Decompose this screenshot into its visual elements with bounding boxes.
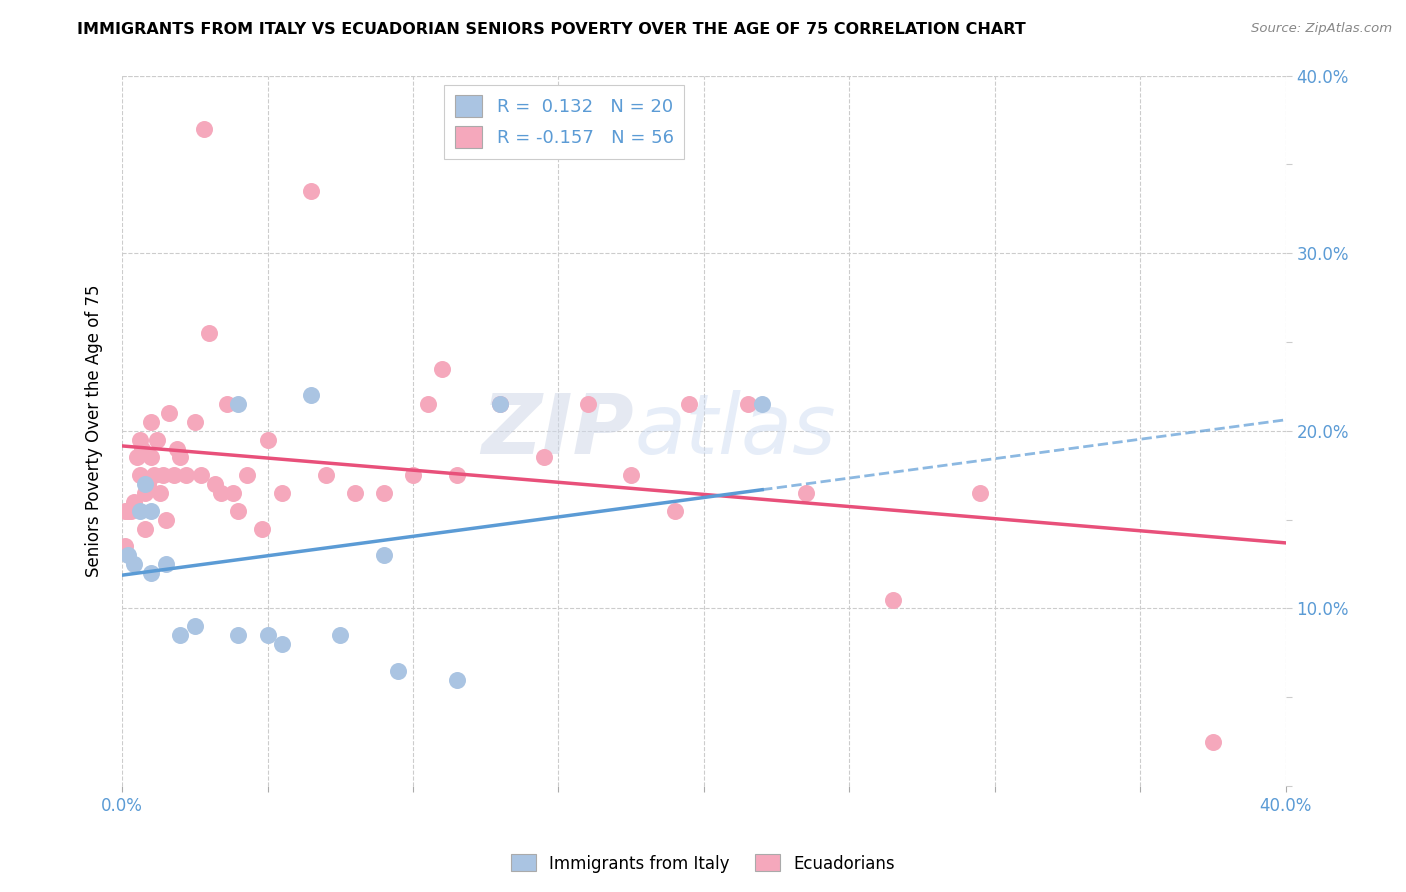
Point bbox=[533, 450, 555, 465]
Point bbox=[141, 566, 163, 580]
Point bbox=[146, 433, 169, 447]
Text: IMMIGRANTS FROM ITALY VS ECUADORIAN SENIORS POVERTY OVER THE AGE OF 75 CORRELATI: IMMIGRANTS FROM ITALY VS ECUADORIAN SENI… bbox=[77, 22, 1026, 37]
Point bbox=[141, 504, 163, 518]
Point bbox=[169, 628, 191, 642]
Point bbox=[155, 557, 177, 571]
Point bbox=[134, 522, 156, 536]
Point bbox=[166, 442, 188, 456]
Point bbox=[120, 504, 142, 518]
Point bbox=[228, 628, 250, 642]
Point bbox=[128, 504, 150, 518]
Legend: Immigrants from Italy, Ecuadorians: Immigrants from Italy, Ecuadorians bbox=[505, 847, 901, 880]
Point bbox=[198, 326, 221, 340]
Point bbox=[737, 397, 759, 411]
Point bbox=[209, 486, 232, 500]
Point bbox=[299, 184, 322, 198]
Point bbox=[882, 592, 904, 607]
Point bbox=[430, 361, 453, 376]
Point bbox=[157, 406, 180, 420]
Point bbox=[373, 548, 395, 562]
Point bbox=[794, 486, 817, 500]
Point bbox=[122, 557, 145, 571]
Point bbox=[204, 477, 226, 491]
Point bbox=[193, 121, 215, 136]
Point bbox=[256, 433, 278, 447]
Text: atlas: atlas bbox=[634, 391, 835, 471]
Point bbox=[128, 468, 150, 483]
Point bbox=[489, 397, 512, 411]
Point bbox=[149, 486, 172, 500]
Legend: R =  0.132   N = 20, R = -0.157   N = 56: R = 0.132 N = 20, R = -0.157 N = 56 bbox=[444, 85, 685, 160]
Point bbox=[969, 486, 991, 500]
Point bbox=[236, 468, 259, 483]
Y-axis label: Seniors Poverty Over the Age of 75: Seniors Poverty Over the Age of 75 bbox=[86, 285, 103, 577]
Point bbox=[131, 442, 153, 456]
Point bbox=[416, 397, 439, 411]
Point bbox=[134, 486, 156, 500]
Point bbox=[134, 477, 156, 491]
Point bbox=[250, 522, 273, 536]
Point bbox=[387, 664, 409, 678]
Point bbox=[299, 388, 322, 402]
Point bbox=[190, 468, 212, 483]
Point bbox=[184, 415, 207, 429]
Point bbox=[329, 628, 352, 642]
Point bbox=[141, 415, 163, 429]
Text: ZIP: ZIP bbox=[481, 391, 634, 471]
Point bbox=[155, 513, 177, 527]
Point bbox=[117, 548, 139, 562]
Text: Source: ZipAtlas.com: Source: ZipAtlas.com bbox=[1251, 22, 1392, 36]
Point bbox=[114, 504, 136, 518]
Point bbox=[221, 486, 243, 500]
Point bbox=[256, 628, 278, 642]
Point bbox=[1202, 735, 1225, 749]
Point bbox=[271, 637, 294, 651]
Point bbox=[152, 468, 174, 483]
Point bbox=[576, 397, 599, 411]
Point bbox=[174, 468, 197, 483]
Point bbox=[122, 495, 145, 509]
Point bbox=[184, 619, 207, 633]
Point bbox=[751, 397, 773, 411]
Point bbox=[315, 468, 337, 483]
Point bbox=[125, 450, 148, 465]
Point bbox=[169, 450, 191, 465]
Point bbox=[489, 397, 512, 411]
Point bbox=[271, 486, 294, 500]
Point bbox=[402, 468, 425, 483]
Point bbox=[664, 504, 686, 518]
Point bbox=[143, 468, 166, 483]
Point bbox=[228, 504, 250, 518]
Point bbox=[114, 539, 136, 553]
Point bbox=[228, 397, 250, 411]
Point bbox=[373, 486, 395, 500]
Point bbox=[117, 504, 139, 518]
Point bbox=[343, 486, 366, 500]
Point bbox=[128, 433, 150, 447]
Point bbox=[136, 477, 159, 491]
Point bbox=[446, 468, 468, 483]
Point bbox=[678, 397, 700, 411]
Point bbox=[620, 468, 643, 483]
Point bbox=[163, 468, 186, 483]
Point bbox=[446, 673, 468, 687]
Point bbox=[141, 450, 163, 465]
Point bbox=[215, 397, 238, 411]
